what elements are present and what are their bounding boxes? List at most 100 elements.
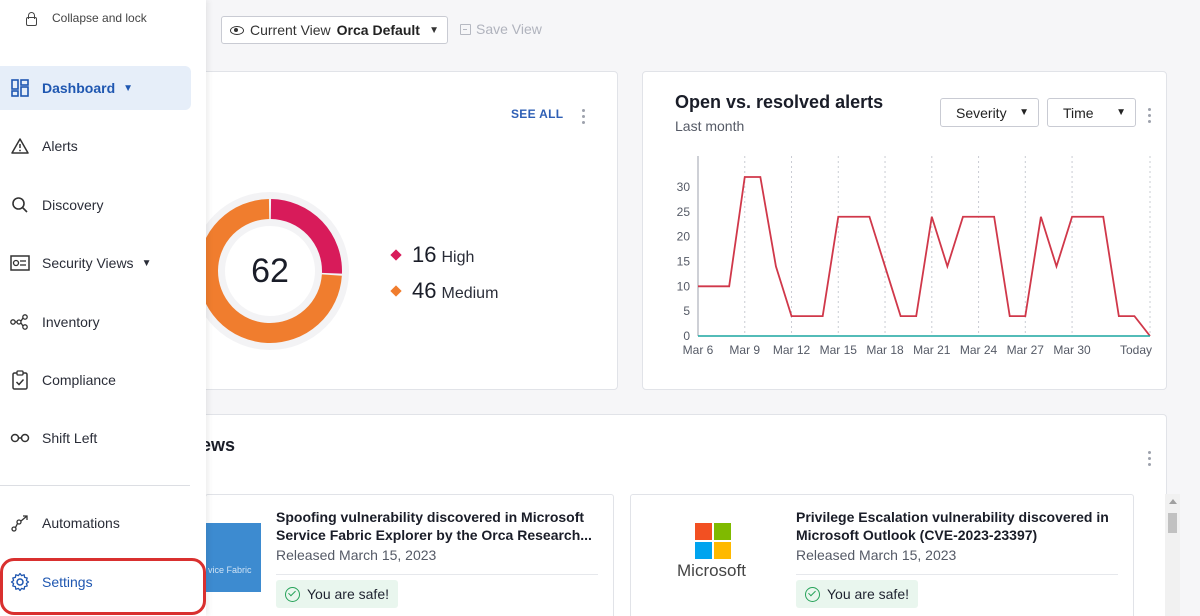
sidebar-item-automations[interactable]: Automations — [0, 501, 191, 545]
more-options-icon[interactable] — [582, 109, 586, 127]
diamond-icon — [390, 285, 402, 297]
clipboard-check-icon — [10, 370, 30, 390]
diamond-icon — [390, 249, 402, 261]
series-line-0 — [698, 176, 1151, 337]
save-view-label: Save View — [476, 21, 542, 37]
news-headline[interactable]: Privilege Escalation vulnerability disco… — [796, 508, 1126, 544]
time-filter[interactable]: Time ▼ — [1047, 98, 1136, 127]
status-badge: You are safe! — [796, 580, 918, 608]
chevron-down-icon: ▼ — [123, 82, 134, 94]
sidebar-item-label: Security Views — [42, 255, 134, 271]
donut-slice-high — [270, 199, 342, 274]
alerts-donut-chart — [191, 192, 349, 350]
thumbnail-text: vice Fabric — [208, 565, 252, 575]
x-tick-label: Mar 21 — [913, 343, 951, 357]
shift-left-icon — [10, 428, 30, 448]
status-text: You are safe! — [827, 586, 909, 602]
chart-title: Open vs. resolved alerts — [675, 92, 884, 112]
news-scrollbar[interactable] — [1165, 494, 1180, 616]
news-title: ews — [201, 435, 236, 455]
sidebar-item-compliance[interactable]: Compliance — [0, 358, 191, 402]
sidebar-item-inventory[interactable]: Inventory — [0, 300, 191, 344]
sidebar-item-security-views[interactable]: Security Views ▼ — [0, 241, 191, 285]
sidebar: Collapse and lock Dashboard ▼ Alerts Dis… — [0, 0, 206, 616]
x-tick-label: Mar 6 — [683, 343, 714, 357]
y-tick-label: 5 — [683, 304, 690, 318]
y-tick-label: 10 — [677, 279, 691, 293]
automations-icon — [10, 513, 30, 533]
sidebar-item-label: Automations — [42, 515, 120, 531]
more-options-icon[interactable] — [1148, 451, 1152, 469]
collapse-and-lock-button[interactable]: Collapse and lock — [26, 11, 147, 26]
current-view-select[interactable]: Current View Orca Default ▼ — [221, 16, 448, 44]
more-options-icon[interactable] — [1148, 108, 1152, 126]
sidebar-item-label: Alerts — [42, 138, 78, 154]
news-headline[interactable]: Spoofing vulnerability discovered in Mic… — [276, 508, 611, 544]
save-view-button[interactable]: Save View — [460, 21, 542, 37]
y-tick-label: 25 — [677, 205, 691, 219]
legend-count: 46 — [412, 278, 437, 303]
alerts-summary-card: SEE ALL 62 16 High 46 Medium — [190, 71, 618, 390]
x-tick-label: Mar 27 — [1007, 343, 1045, 357]
legend-high: 16 High — [390, 242, 474, 268]
sidebar-item-alerts[interactable]: Alerts — [0, 124, 191, 168]
open-vs-resolved-line-chart: 0 5 10 15 20 25 30 Mar 6 Mar 9 Mar 12 Mar 15 Mar 18… — [677, 156, 1152, 357]
chevron-down-icon: ▼ — [429, 24, 439, 36]
security-views-icon — [10, 253, 30, 273]
scrollbar-thumb[interactable] — [1168, 513, 1177, 533]
unlock-icon — [26, 11, 37, 26]
sidebar-item-label: Settings — [42, 574, 93, 590]
warning-icon — [10, 136, 30, 156]
x-tick-label: Mar 18 — [866, 343, 904, 357]
x-tick-label: Mar 9 — [729, 343, 760, 357]
x-tick-label: Mar 24 — [960, 343, 998, 357]
sidebar-divider — [0, 485, 190, 486]
legend-medium: 46 Medium — [390, 278, 499, 304]
legend-label: Medium — [441, 285, 499, 302]
sidebar-item-label: Compliance — [42, 372, 116, 388]
x-tick-label: Today — [1120, 343, 1152, 357]
collapse-label: Collapse and lock — [52, 11, 147, 25]
sidebar-item-label: Dashboard — [42, 80, 116, 96]
severity-filter[interactable]: Severity ▼ — [940, 98, 1039, 127]
microsoft-wordmark: Microsoft — [677, 561, 746, 580]
open-vs-resolved-card: Open vs. resolved alerts Last month Seve… — [642, 71, 1167, 390]
news-date: Released March 15, 2023 — [276, 547, 437, 563]
y-tick-label: 15 — [677, 254, 691, 268]
dashboard-icon — [10, 78, 30, 98]
microsoft-logo-icon — [695, 523, 731, 559]
sidebar-item-label: Discovery — [42, 197, 104, 213]
status-text: You are safe! — [307, 586, 389, 602]
chevron-down-icon: ▼ — [1019, 107, 1029, 118]
y-tick-label: 20 — [677, 230, 691, 244]
sidebar-item-dashboard[interactable]: Dashboard ▼ — [0, 66, 191, 110]
news-headline-line: Service Fabric Explorer by the Orca Rese… — [276, 527, 592, 543]
time-filter-label: Time — [1063, 104, 1094, 121]
legend-count: 16 — [412, 242, 437, 267]
severity-filter-label: Severity — [956, 104, 1007, 121]
check-circle-icon — [805, 586, 820, 602]
news-date: Released March 15, 2023 — [796, 547, 957, 563]
service-fabric-thumbnail: vice Fabric — [206, 523, 261, 592]
news-item[interactable]: vice Fabric Spoofing vulnerability disco… — [205, 494, 614, 616]
sidebar-item-settings[interactable]: Settings — [0, 560, 191, 604]
sidebar-item-label: Shift Left — [42, 430, 98, 446]
news-item[interactable]: Microsoft Privilege Escalation vulnerabi… — [630, 494, 1134, 616]
save-icon — [460, 23, 471, 35]
settings-highlight-annotation — [0, 558, 206, 615]
inventory-icon — [10, 312, 30, 332]
current-view-label: Current View — [250, 22, 331, 38]
sidebar-item-label: Inventory — [42, 314, 100, 330]
news-headline-line: Privilege Escalation vulnerability disco… — [796, 509, 1109, 525]
scroll-up-arrow-icon[interactable] — [1168, 499, 1177, 504]
check-circle-icon — [285, 586, 300, 602]
chevron-down-icon: ▼ — [1116, 107, 1126, 118]
gear-icon — [10, 572, 30, 592]
sidebar-item-discovery[interactable]: Discovery — [0, 183, 191, 227]
see-all-link[interactable]: SEE ALL — [511, 107, 564, 121]
news-headline-line: Spoofing vulnerability discovered in Mic… — [276, 509, 585, 525]
sidebar-item-shift-left[interactable]: Shift Left — [0, 416, 191, 460]
y-tick-label: 0 — [683, 329, 690, 343]
chevron-down-icon: ▼ — [141, 257, 152, 269]
x-tick-label: Mar 12 — [773, 343, 811, 357]
